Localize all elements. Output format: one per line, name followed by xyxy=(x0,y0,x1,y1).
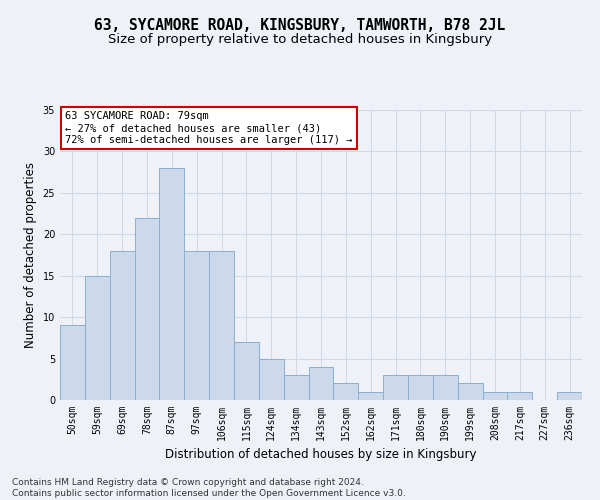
Bar xyxy=(184,251,209,400)
Bar xyxy=(60,326,85,400)
Bar xyxy=(134,218,160,400)
Y-axis label: Number of detached properties: Number of detached properties xyxy=(24,162,37,348)
Bar xyxy=(284,375,308,400)
Text: Contains HM Land Registry data © Crown copyright and database right 2024.
Contai: Contains HM Land Registry data © Crown c… xyxy=(12,478,406,498)
X-axis label: Distribution of detached houses by size in Kingsbury: Distribution of detached houses by size … xyxy=(165,448,477,462)
Bar xyxy=(234,342,259,400)
Bar xyxy=(334,384,358,400)
Bar xyxy=(308,367,334,400)
Text: Size of property relative to detached houses in Kingsbury: Size of property relative to detached ho… xyxy=(108,32,492,46)
Text: 63 SYCAMORE ROAD: 79sqm
← 27% of detached houses are smaller (43)
72% of semi-de: 63 SYCAMORE ROAD: 79sqm ← 27% of detache… xyxy=(65,112,353,144)
Bar xyxy=(482,392,508,400)
Bar xyxy=(508,392,532,400)
Bar xyxy=(458,384,482,400)
Bar xyxy=(557,392,582,400)
Bar xyxy=(408,375,433,400)
Bar xyxy=(383,375,408,400)
Bar xyxy=(433,375,458,400)
Bar xyxy=(110,251,134,400)
Bar xyxy=(209,251,234,400)
Bar xyxy=(85,276,110,400)
Bar xyxy=(358,392,383,400)
Bar xyxy=(259,358,284,400)
Bar xyxy=(160,168,184,400)
Text: 63, SYCAMORE ROAD, KINGSBURY, TAMWORTH, B78 2JL: 63, SYCAMORE ROAD, KINGSBURY, TAMWORTH, … xyxy=(94,18,506,32)
